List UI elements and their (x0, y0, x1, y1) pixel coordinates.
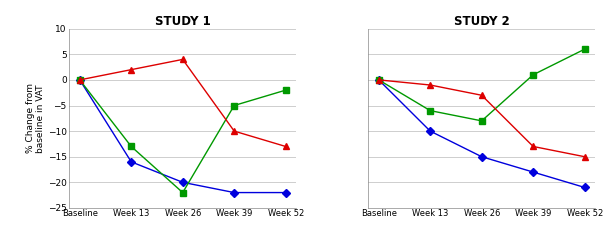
Title: STUDY 1: STUDY 1 (155, 15, 211, 27)
T-P (n=40) (375, 78, 382, 81)
P-T (n=70) (76, 78, 83, 81)
P-T (n=48) (375, 78, 382, 81)
T-P (n=28) (179, 191, 186, 194)
T-T (n=55) (375, 78, 382, 81)
T-T (n=55) (426, 130, 434, 133)
P-T (n=70) (127, 68, 135, 71)
P-T (n=48) (530, 145, 537, 148)
T-T (n=55) (478, 155, 486, 158)
T-T (n=108) (282, 191, 289, 194)
T-P (n=40) (478, 120, 486, 122)
T-T (n=108) (179, 181, 186, 184)
Line: P-T (n=70): P-T (n=70) (77, 57, 289, 149)
Line: P-T (n=48): P-T (n=48) (376, 77, 588, 159)
P-T (n=48) (426, 84, 434, 87)
T-P (n=28) (282, 89, 289, 92)
Line: T-T (n=55): T-T (n=55) (376, 77, 588, 190)
T-P (n=28) (231, 104, 238, 107)
T-T (n=108) (231, 191, 238, 194)
T-P (n=28) (127, 145, 135, 148)
P-T (n=70) (179, 58, 186, 61)
Title: STUDY 2: STUDY 2 (454, 15, 510, 27)
T-P (n=28) (76, 78, 83, 81)
T-T (n=55) (581, 186, 588, 189)
T-T (n=108) (76, 78, 83, 81)
P-T (n=48) (478, 94, 486, 97)
P-T (n=48) (581, 155, 588, 158)
Line: T-P (n=40): T-P (n=40) (376, 46, 588, 124)
T-P (n=40) (426, 109, 434, 112)
Line: T-P (n=28): T-P (n=28) (77, 77, 289, 195)
T-P (n=40) (581, 48, 588, 51)
T-T (n=55) (530, 171, 537, 174)
T-T (n=108) (127, 160, 135, 163)
P-T (n=70) (282, 145, 289, 148)
P-T (n=70) (231, 130, 238, 133)
Y-axis label: % Change from
baseline in VAT: % Change from baseline in VAT (25, 83, 45, 153)
Line: T-T (n=108): T-T (n=108) (77, 77, 289, 195)
T-P (n=40) (530, 73, 537, 76)
